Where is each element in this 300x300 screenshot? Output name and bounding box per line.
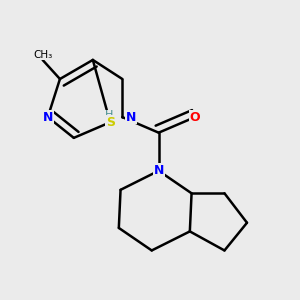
Text: H: H <box>105 110 113 120</box>
Text: N: N <box>126 111 136 124</box>
Text: N: N <box>43 111 53 124</box>
Text: S: S <box>106 116 115 129</box>
Text: O: O <box>190 111 200 124</box>
Text: CH₃: CH₃ <box>33 50 52 60</box>
Text: N: N <box>154 164 164 177</box>
